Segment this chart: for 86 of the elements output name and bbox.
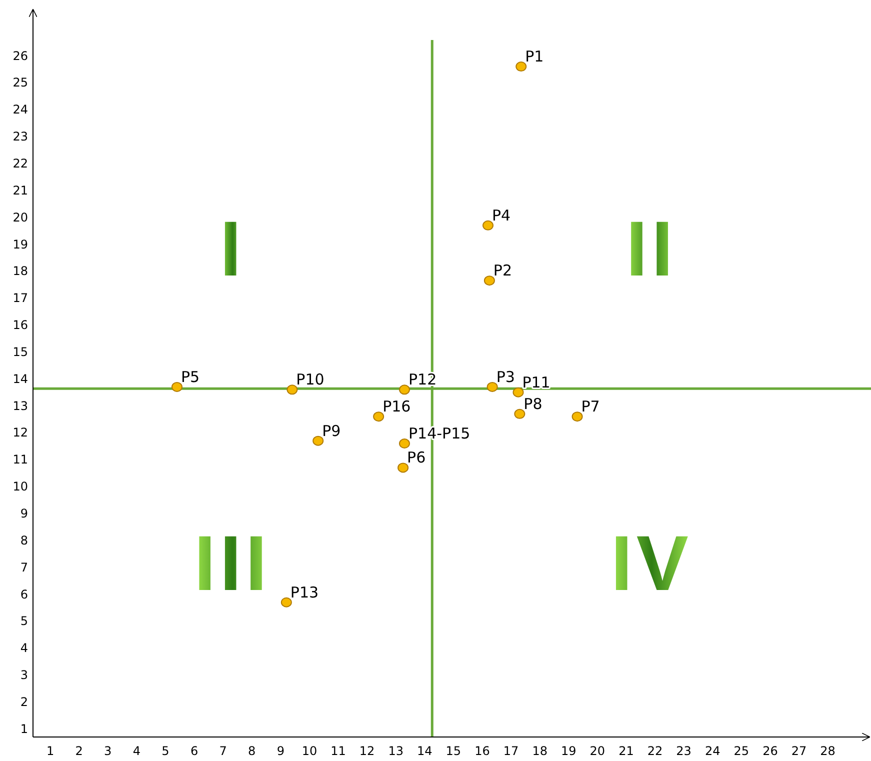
y-tick-label: 23 [12,130,28,144]
y-tick-label: 15 [12,344,28,359]
series-label: P7 [581,398,600,416]
y-tick-label: 14 [12,372,28,386]
x-tick-label: 18 [532,744,548,758]
x-tick-label: 3 [104,744,112,758]
x-tick-label: 20 [590,744,606,758]
series-label: P16 [382,398,411,416]
x-tick-label: 13 [388,744,404,758]
point [482,220,494,230]
annotation: I [220,204,246,293]
x-tick-label: 1 [46,744,54,758]
y-tick-label: 25 [12,76,28,90]
x-tick-label: 8 [248,744,256,758]
series-label: P10 [296,370,324,389]
x-tick-label: 21 [618,744,634,758]
x-tick-label: 14 [417,744,432,758]
x-tick-label: 5 [162,744,170,758]
series-label: P6 [407,448,426,467]
point [280,597,292,608]
y-tick-label: 24 [12,102,28,117]
x-tick-label: 9 [276,744,284,758]
series-label: P11 [522,373,550,392]
x-tick-label: 27 [791,744,807,758]
point [171,382,182,392]
y-tick-label: 20 [12,210,28,224]
y-tick-label: 16 [12,318,28,332]
y-tick-label: 9 [20,506,28,521]
point [398,384,410,395]
x-tick-label: 11 [330,744,346,758]
point [286,384,298,395]
y-tick-label: 5 [20,614,28,628]
point [514,408,526,419]
x-tick-label: 23 [676,744,692,758]
x-tick-label: 10 [302,744,318,758]
y-tick-label: 7 [20,560,28,574]
x-tick-label: 6 [190,744,198,758]
y-tick-label: 21 [12,183,28,198]
series-label: P9 [322,422,341,440]
y-tick-label: 4 [20,641,28,656]
series-label: P4 [492,206,511,224]
x-tick-label: 25 [734,744,750,758]
point [512,387,524,398]
point [486,382,498,392]
y-tick-label: 22 [12,156,28,170]
x-tick-label: 4 [132,744,140,758]
point [398,462,409,473]
x-tick-label: 12 [359,744,375,758]
y-tick-label: 2 [20,694,28,709]
y-tick-label: 3 [20,668,28,682]
y-tick-label: 10 [12,480,28,494]
x-tick-label: 7 [219,744,227,758]
x-tick-label: 28 [820,744,836,758]
x-tick-label: 17 [503,744,519,758]
series-label: P13 [290,583,319,602]
y-tick-label: 18 [12,264,28,278]
annotation: II [626,204,678,293]
y-tick-label: 8 [20,533,28,548]
y-tick-label: 12 [12,426,28,440]
point [312,436,324,446]
x-tick-label: 24 [704,744,720,758]
x-tick-label: 22 [647,744,663,758]
x-tick-label: 2 [75,744,83,758]
y-tick-label: 1 [20,722,28,736]
series-label: P1 [525,48,544,66]
point [516,62,527,72]
y-tick-label: 11 [12,452,28,467]
y-tick-label: 13 [12,398,28,413]
point [484,276,495,286]
series-label: P5 [180,368,200,386]
point [572,412,583,422]
x-tick-label: 26 [762,744,778,758]
y-tick-label: 17 [12,291,28,306]
x-tick-label: 16 [474,744,490,758]
point [398,438,410,449]
x-tick-label: 19 [560,744,576,758]
series-label: P2 [493,262,512,280]
series-label: P3 [496,368,515,386]
y-tick-label: 19 [12,237,28,252]
y-tick-label: 6 [20,587,28,602]
series-label: P8 [524,394,542,413]
x-tick-label: 15 [446,744,462,758]
point [373,412,384,422]
annotation: IV [610,518,692,607]
annotation: III [194,518,272,607]
y-tick-label: 26 [12,48,28,63]
